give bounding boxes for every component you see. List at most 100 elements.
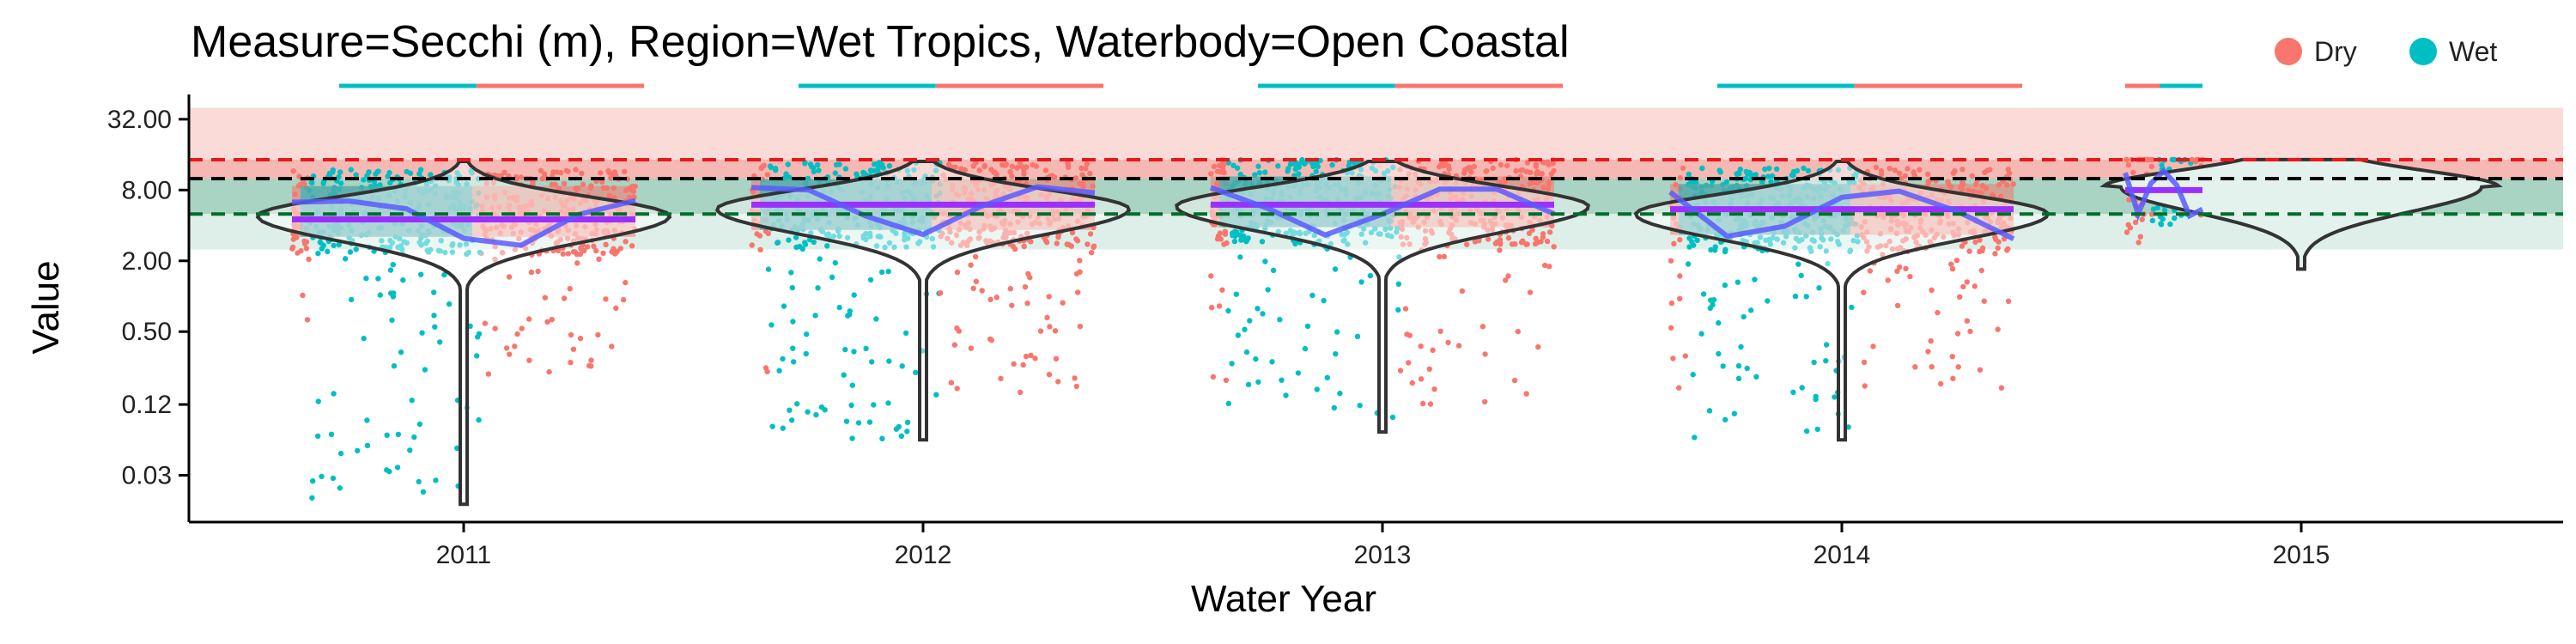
data-point <box>1953 258 1960 264</box>
data-point <box>605 168 611 174</box>
data-point <box>1668 325 1674 331</box>
data-point <box>1513 167 1519 174</box>
data-point <box>1018 389 1024 396</box>
data-point <box>988 167 994 173</box>
data-point <box>1823 358 1829 364</box>
data-point <box>315 433 321 440</box>
data-point <box>623 279 629 286</box>
data-point <box>1551 167 1557 174</box>
data-point <box>400 277 406 283</box>
data-point <box>1007 169 1013 175</box>
data-point <box>832 259 838 266</box>
data-point <box>1720 363 1726 369</box>
data-point <box>1551 244 1557 250</box>
data-point <box>375 276 381 282</box>
data-point <box>1497 237 1504 243</box>
data-point <box>829 274 835 280</box>
data-point <box>366 169 372 175</box>
data-point <box>813 411 819 418</box>
data-point <box>799 246 805 252</box>
data-point <box>1208 273 1214 279</box>
data-point <box>1855 239 1861 245</box>
data-point <box>1299 158 1305 165</box>
data-point <box>1680 165 1686 172</box>
data-point <box>1397 368 1404 374</box>
data-point <box>492 256 498 263</box>
data-point <box>598 170 604 176</box>
data-point <box>542 295 548 301</box>
data-point <box>1498 161 1504 168</box>
data-point <box>518 174 525 180</box>
data-point <box>1028 352 1034 359</box>
data-point <box>1309 292 1315 299</box>
data-point <box>1429 230 1436 236</box>
data-point <box>1209 305 1215 311</box>
data-point <box>1426 366 1433 372</box>
data-point <box>1925 349 1931 355</box>
data-point <box>409 398 415 404</box>
data-point <box>786 237 792 243</box>
data-point <box>1270 267 1277 273</box>
data-point <box>1441 162 1447 169</box>
data-point <box>454 445 460 452</box>
data-point <box>785 161 791 167</box>
data-point <box>1903 265 1909 271</box>
data-point <box>791 359 797 365</box>
data-point <box>938 234 945 240</box>
data-point <box>1459 288 1466 295</box>
data-point <box>608 175 614 181</box>
data-point <box>328 431 335 437</box>
data-point <box>290 236 296 242</box>
data-point <box>1811 238 1817 244</box>
legend-label-dry: Dry <box>2314 36 2357 67</box>
data-point <box>879 435 885 441</box>
data-point <box>981 162 988 169</box>
data-point <box>1792 245 1798 251</box>
data-point <box>1479 324 1486 330</box>
data-point <box>2132 219 2139 226</box>
data-point <box>1027 274 1033 281</box>
data-point <box>1753 172 1759 178</box>
data-point <box>613 305 619 311</box>
data-point <box>968 262 974 268</box>
data-point <box>1252 172 1258 178</box>
data-point <box>1981 298 1987 304</box>
data-point <box>1913 239 1919 246</box>
data-point <box>298 248 304 254</box>
data-point <box>1279 377 1285 383</box>
data-point <box>1337 390 1343 397</box>
data-point <box>1511 377 1518 384</box>
data-point <box>1389 414 1396 421</box>
data-point <box>1960 283 1966 290</box>
data-point <box>964 242 970 248</box>
data-point <box>970 163 976 169</box>
data-point <box>1484 168 1490 174</box>
data-point <box>885 268 891 275</box>
data-point <box>841 372 847 378</box>
data-point <box>1259 239 1266 245</box>
data-point <box>355 447 361 454</box>
data-point <box>377 292 383 298</box>
data-point <box>885 400 891 406</box>
data-point <box>2136 240 2142 246</box>
data-point <box>1208 171 1214 177</box>
data-point <box>832 170 838 176</box>
data-point <box>1692 434 1698 440</box>
data-point <box>998 375 1004 382</box>
data-point <box>1799 236 1805 243</box>
violin-2014 <box>1633 160 2050 442</box>
x-axis-ticks: 2011 2012 2013 2014 2015 <box>436 522 2330 569</box>
data-point <box>860 233 866 240</box>
data-point <box>1690 372 1696 378</box>
data-point <box>929 235 936 242</box>
data-point <box>1966 248 1972 254</box>
data-point <box>556 247 562 254</box>
data-point <box>353 172 359 178</box>
data-point <box>1762 166 1768 173</box>
data-point <box>749 242 755 248</box>
data-point <box>1302 345 1309 352</box>
data-point <box>1262 258 1268 264</box>
data-point <box>2150 206 2157 212</box>
data-point <box>938 290 944 296</box>
